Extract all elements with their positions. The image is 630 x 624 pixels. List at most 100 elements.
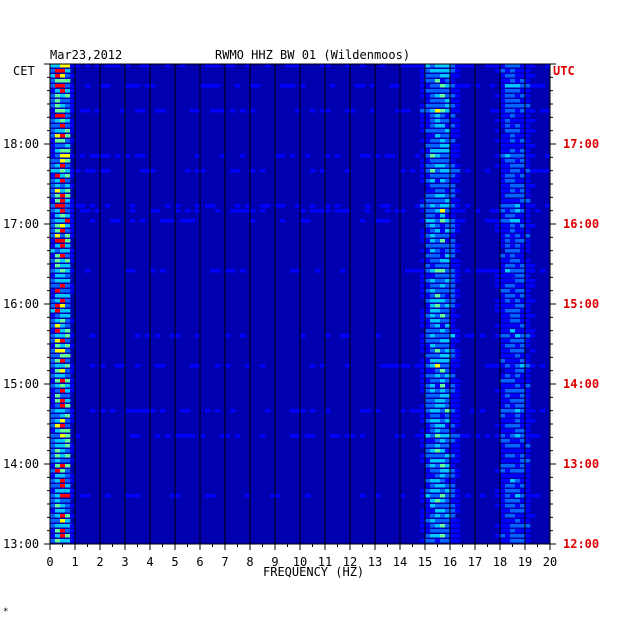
heatmap-cell: [65, 209, 71, 213]
heatmap-cell: [435, 274, 441, 278]
heatmap-cell: [440, 424, 446, 428]
heatmap-cell: [375, 334, 381, 338]
heatmap-cell: [445, 74, 451, 78]
heatmap-cell: [440, 324, 446, 328]
heatmap-cell: [500, 539, 506, 543]
heatmap-cell: [505, 354, 511, 358]
heatmap-cell: [435, 459, 441, 463]
heatmap-cell: [375, 494, 381, 498]
heatmap-cell: [515, 329, 521, 333]
heatmap-cell: [450, 74, 456, 78]
heatmap-cell: [500, 474, 506, 478]
heatmap-cell: [495, 434, 501, 438]
heatmap-cell: [55, 104, 61, 108]
heatmap-cell: [395, 209, 401, 213]
heatmap-cell: [60, 244, 66, 248]
heatmap-cell: [160, 219, 166, 223]
heatmap-cell: [60, 79, 66, 83]
heatmap-cell: [525, 409, 531, 413]
heatmap-cell: [500, 444, 506, 448]
heatmap-cell: [515, 269, 521, 273]
heatmap-cell: [195, 109, 201, 113]
heatmap-cell: [440, 419, 446, 423]
heatmap-cell: [85, 269, 91, 273]
heatmap-cell: [515, 309, 521, 313]
heatmap-cell: [445, 209, 451, 213]
heatmap-cell: [525, 134, 531, 138]
heatmap-cell: [50, 124, 56, 128]
heatmap-cell: [520, 219, 526, 223]
heatmap-cell: [445, 124, 451, 128]
heatmap-cell: [185, 169, 191, 173]
heatmap-cell: [420, 314, 426, 318]
heatmap-cell: [440, 454, 446, 458]
x-tick-label: 0: [46, 555, 54, 569]
heatmap-cell: [50, 204, 56, 208]
heatmap-cell: [425, 209, 431, 213]
heatmap-cell: [425, 164, 431, 168]
heatmap-cell: [520, 454, 526, 458]
heatmap-cell: [520, 389, 526, 393]
heatmap-cell: [55, 234, 61, 238]
heatmap-cell: [55, 84, 61, 88]
heatmap-cell: [65, 384, 71, 388]
heatmap-cell: [455, 89, 461, 93]
heatmap-cell: [455, 404, 461, 408]
heatmap-cell: [50, 194, 56, 198]
heatmap-cell: [535, 209, 541, 213]
heatmap-cell: [60, 264, 66, 268]
heatmap-cell: [50, 334, 56, 338]
heatmap-cell: [510, 249, 516, 253]
heatmap-cell: [505, 164, 511, 168]
heatmap-cell: [50, 99, 56, 103]
heatmap-cell: [505, 534, 511, 538]
heatmap-cell: [70, 284, 76, 288]
heatmap-cell: [50, 539, 56, 543]
heatmap-cell: [60, 194, 66, 198]
heatmap-cell: [55, 479, 61, 483]
heatmap-cell: [160, 109, 166, 113]
heatmap-cell: [365, 409, 371, 413]
heatmap-cell: [505, 484, 511, 488]
heatmap-cell: [510, 169, 516, 173]
heatmap-cell: [520, 409, 526, 413]
heatmap-cell: [450, 414, 456, 418]
heatmap-cell: [300, 209, 306, 213]
heatmap-cell: [505, 494, 511, 498]
heatmap-cell: [510, 429, 516, 433]
heatmap-cell: [525, 279, 531, 283]
heatmap-cell: [50, 429, 56, 433]
heatmap-cell: [520, 249, 526, 253]
heatmap-cell: [440, 464, 446, 468]
heatmap-cell: [455, 229, 461, 233]
heatmap-cell: [505, 244, 511, 248]
heatmap-cell: [500, 304, 506, 308]
heatmap-cell: [60, 179, 66, 183]
heatmap-cell: [515, 64, 521, 68]
heatmap-cell: [205, 64, 211, 68]
heatmap-cell: [450, 524, 456, 528]
heatmap-cell: [510, 269, 516, 273]
heatmap-cell: [440, 79, 446, 83]
heatmap-cell: [510, 364, 516, 368]
heatmap-cell: [50, 324, 56, 328]
heatmap-cell: [525, 394, 531, 398]
heatmap-cell: [520, 394, 526, 398]
heatmap-cell: [455, 394, 461, 398]
heatmap-cell: [350, 434, 356, 438]
heatmap-cell: [55, 179, 61, 183]
heatmap-cell: [215, 364, 221, 368]
heatmap-cell: [530, 64, 536, 68]
heatmap-cell: [440, 509, 446, 513]
heatmap-cell: [430, 499, 436, 503]
heatmap-cell: [390, 84, 396, 88]
heatmap-cell: [295, 204, 301, 208]
heatmap-cell: [465, 494, 471, 498]
heatmap-cell: [425, 429, 431, 433]
heatmap-cell: [65, 69, 71, 73]
heatmap-cell: [440, 524, 446, 528]
heatmap-cell: [175, 494, 181, 498]
heatmap-cell: [455, 69, 461, 73]
heatmap-cell: [425, 259, 431, 263]
